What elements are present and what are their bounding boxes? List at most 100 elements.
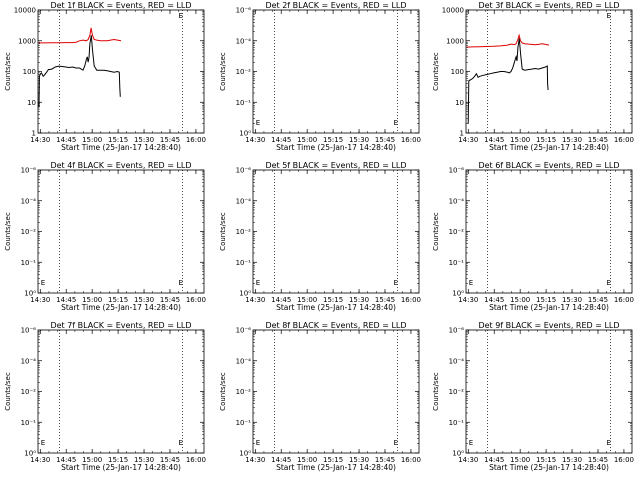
plot-frame bbox=[252, 9, 420, 134]
x-tick-label: 14:45 bbox=[271, 296, 291, 304]
x-tick-label: 15:15 bbox=[536, 296, 556, 304]
x-axis-label: Start Time (25-Jan-17 14:28:40) bbox=[276, 143, 396, 152]
panel-title: Det 9f BLACK = Events, RED = LLD bbox=[478, 321, 619, 330]
y-axis-label: Counts/sec bbox=[4, 212, 12, 251]
x-tick-label: 15:30 bbox=[349, 456, 369, 464]
panel-9: Det 9f BLACK = Events, RED = LLD 10⁻⁶ 10⁻⁴… bbox=[432, 321, 634, 472]
x-tick-label: 14:30 bbox=[245, 296, 265, 304]
x-tick-label: 15:00 bbox=[510, 296, 530, 304]
y-tick-label: 10⁻⁴ bbox=[236, 197, 252, 205]
x-tick-label: 15:30 bbox=[134, 136, 154, 144]
e-marker: E bbox=[606, 439, 610, 447]
events-series-line bbox=[38, 35, 121, 108]
x-tick-label: 16:00 bbox=[401, 296, 421, 304]
x-tick-label: 15:00 bbox=[297, 296, 317, 304]
y-tick-label: 100 bbox=[23, 68, 36, 76]
y-tick-label: 100 bbox=[451, 68, 464, 76]
y-axis-label: Counts/sec bbox=[219, 372, 227, 411]
x-axis-label: Start Time (25-Jan-17 14:28:40) bbox=[61, 463, 181, 472]
panel-title: Det 6f BLACK = Events, RED = LLD bbox=[478, 161, 619, 170]
x-tick-label: 15:30 bbox=[562, 296, 582, 304]
y-tick-label: 10⁻¹ bbox=[449, 259, 465, 267]
lld-series-line bbox=[38, 27, 122, 44]
y-tick-label: 10⁻² bbox=[449, 228, 465, 236]
x-tick-label: 15:00 bbox=[297, 456, 317, 464]
panel-title: Det 5f BLACK = Events, RED = LLD bbox=[265, 161, 406, 170]
y-tick-label: 10⁻¹ bbox=[449, 419, 465, 427]
e-marker: E bbox=[393, 439, 397, 447]
y-tick-label: 10⁻¹ bbox=[21, 259, 37, 267]
e-marker-left: E bbox=[469, 279, 473, 287]
x-tick-label: 15:30 bbox=[562, 136, 582, 144]
x-tick-label: 15:30 bbox=[562, 456, 582, 464]
e-marker-left: E bbox=[469, 439, 473, 447]
e-marker: E bbox=[178, 279, 182, 287]
plot-frame bbox=[37, 329, 205, 454]
panel-6: Det 6f BLACK = Events, RED = LLD 10⁻⁶ 10⁻⁴… bbox=[432, 161, 634, 312]
x-tick-label: 14:30 bbox=[458, 296, 478, 304]
x-tick-label: 15:00 bbox=[82, 456, 102, 464]
x-tick-label: 14:30 bbox=[30, 456, 50, 464]
x-tick-label: 16:00 bbox=[186, 456, 206, 464]
e-marker: E bbox=[393, 119, 397, 127]
y-tick-label: 1 bbox=[460, 130, 464, 138]
y-tick-label: 10⁰ bbox=[239, 450, 251, 458]
y-tick-label: 10⁻¹ bbox=[21, 419, 37, 427]
x-tick-label: 15:15 bbox=[108, 456, 128, 464]
y-tick-label: 10⁻⁴ bbox=[449, 357, 465, 365]
panel-title: Det 1f BLACK = Events, RED = LLD bbox=[50, 1, 191, 10]
x-tick-label: 14:45 bbox=[484, 296, 504, 304]
panel-4: Det 4f BLACK = Events, RED = LLD 10⁻⁶ 10⁻⁴… bbox=[4, 161, 206, 312]
e-marker: E bbox=[606, 12, 610, 20]
y-tick-label: 10⁻⁶ bbox=[21, 167, 37, 175]
y-tick-label: 10⁰ bbox=[452, 450, 464, 458]
x-tick-label: 15:45 bbox=[160, 456, 180, 464]
plot-frame bbox=[37, 9, 205, 134]
y-tick-label: 1000 bbox=[18, 37, 36, 45]
y-tick-label: 10⁻⁶ bbox=[21, 327, 37, 335]
panel-title: Det 4f BLACK = Events, RED = LLD bbox=[50, 161, 191, 170]
x-tick-label: 15:00 bbox=[510, 456, 530, 464]
y-tick-label: 10⁻⁶ bbox=[236, 7, 252, 15]
panel-3: Det 3f BLACK = Events, RED = LLD 10000 100… bbox=[432, 1, 634, 152]
x-tick-label: 15:30 bbox=[349, 136, 369, 144]
y-axis-label: Counts/sec bbox=[432, 52, 440, 91]
x-tick-label: 15:45 bbox=[375, 136, 395, 144]
y-tick-label: 10⁻² bbox=[21, 388, 37, 396]
x-tick-label: 15:15 bbox=[536, 456, 556, 464]
y-tick-label: 10⁻⁴ bbox=[236, 357, 252, 365]
e-marker-left: E bbox=[41, 279, 45, 287]
x-tick-label: 15:15 bbox=[108, 296, 128, 304]
y-tick-label: 1000 bbox=[446, 37, 464, 45]
panel-title: Det 2f BLACK = Events, RED = LLD bbox=[265, 1, 406, 10]
e-marker-left: E bbox=[256, 119, 260, 127]
x-tick-label: 15:45 bbox=[160, 296, 180, 304]
panel-title: Det 8f BLACK = Events, RED = LLD bbox=[265, 321, 406, 330]
x-tick-label: 15:15 bbox=[323, 136, 343, 144]
x-tick-label: 15:45 bbox=[160, 136, 180, 144]
x-tick-label: 16:00 bbox=[614, 136, 634, 144]
x-tick-label: 16:00 bbox=[186, 136, 206, 144]
x-axis-label: Start Time (25-Jan-17 14:28:40) bbox=[489, 303, 609, 312]
y-axis-label: Counts/sec bbox=[219, 52, 227, 91]
e-marker: E bbox=[606, 279, 610, 287]
y-axis-label: Counts/sec bbox=[432, 212, 440, 251]
e-marker: E bbox=[178, 12, 182, 20]
x-axis-label: Start Time (25-Jan-17 14:28:40) bbox=[276, 303, 396, 312]
e-marker: E bbox=[178, 439, 182, 447]
x-tick-label: 15:15 bbox=[323, 296, 343, 304]
panel-1: Det 1f BLACK = Events, RED = LLD 10000 100… bbox=[4, 1, 206, 152]
x-tick-label: 14:45 bbox=[271, 456, 291, 464]
x-axis-label: Start Time (25-Jan-17 14:28:40) bbox=[61, 143, 181, 152]
y-tick-label: 10⁻⁴ bbox=[449, 197, 465, 205]
x-tick-label: 15:00 bbox=[82, 296, 102, 304]
x-tick-label: 14:30 bbox=[245, 136, 265, 144]
panel-2: Det 2f BLACK = Events, RED = LLD 10⁻⁶ 10⁻⁴… bbox=[219, 1, 421, 152]
y-tick-label: 10⁻¹ bbox=[236, 259, 252, 267]
y-tick-label: 10⁻² bbox=[236, 388, 252, 396]
x-tick-label: 14:45 bbox=[484, 136, 504, 144]
x-tick-label: 15:15 bbox=[108, 136, 128, 144]
events-series-line bbox=[467, 38, 549, 124]
